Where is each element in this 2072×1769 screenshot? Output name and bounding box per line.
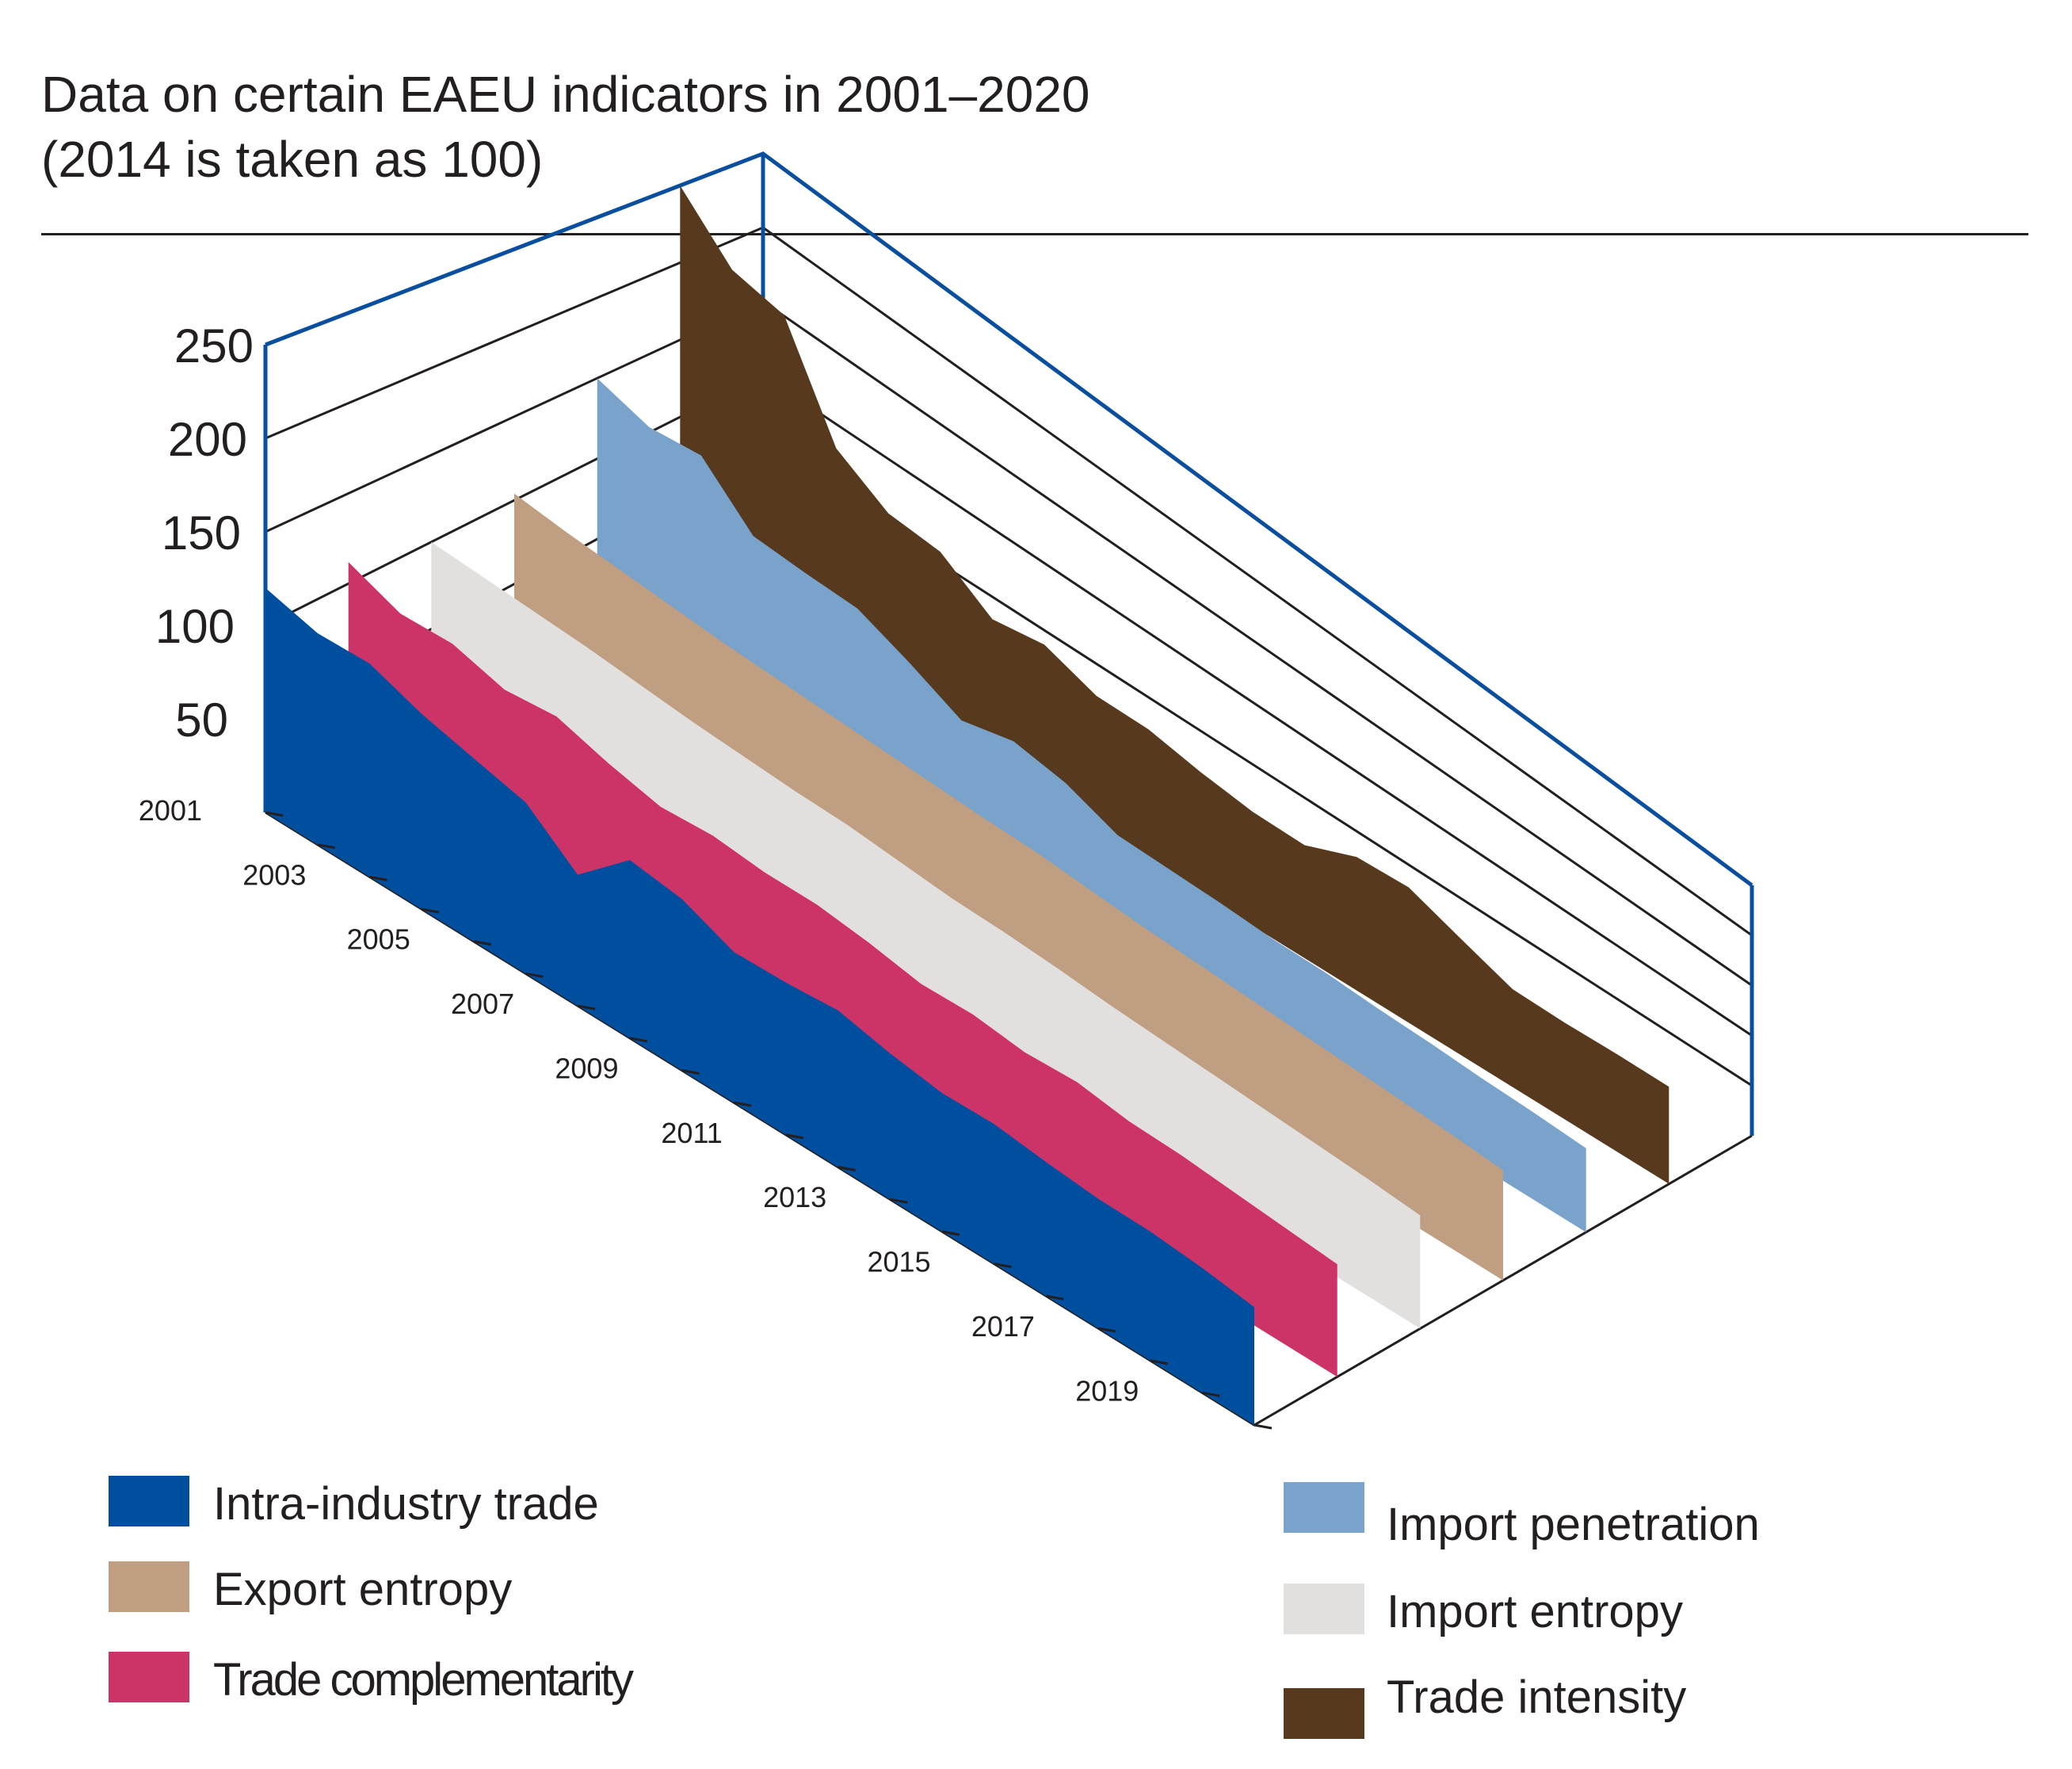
- x-tick-label: 2019: [1075, 1374, 1139, 1407]
- x-tick-mark: [525, 972, 544, 978]
- x-tick-mark: [421, 907, 440, 914]
- title-divider: [41, 233, 2028, 235]
- series-area-intra-industry-trade: [265, 587, 1254, 1425]
- y-tick-label: 200: [168, 413, 247, 466]
- x-tick-mark: [994, 1263, 1012, 1269]
- x-tick-mark: [733, 1101, 752, 1107]
- series-area-trade-intensity: [680, 185, 1669, 1184]
- y-tick-label: 250: [174, 319, 254, 373]
- x-tick-mark: [941, 1230, 960, 1236]
- x-tick-label: 2013: [763, 1181, 826, 1213]
- legend-swatch: [1284, 1584, 1364, 1634]
- legend-swatch: [109, 1652, 189, 1702]
- legend-label: Import entropy: [1387, 1586, 1683, 1637]
- x-tick-label: 2009: [555, 1052, 618, 1084]
- x-tick-mark: [1254, 1423, 1273, 1430]
- x-tick-mark: [629, 1037, 648, 1043]
- legend-label: Import penetration: [1387, 1499, 1760, 1550]
- chart-title-line1: Data on certain EAEU indicators in 2001–…: [41, 66, 1090, 123]
- x-tick-mark: [317, 843, 335, 850]
- y-tick-label: 50: [175, 693, 228, 747]
- legend-swatch: [109, 1561, 189, 1612]
- series-area-import-entropy: [431, 541, 1421, 1329]
- x-tick-mark: [1097, 1327, 1116, 1333]
- x-tick-mark: [889, 1198, 908, 1204]
- chart-title-line2: (2014 is taken as 100): [41, 131, 544, 188]
- y-tick-label: 100: [155, 600, 235, 653]
- legend-label: Trade intensity: [1387, 1672, 1687, 1723]
- x-tick-mark: [577, 1004, 596, 1011]
- x-tick-label: 2005: [347, 923, 410, 956]
- x-tick-label: 2003: [242, 858, 306, 891]
- chart-title: Data on certain EAEU indicators in 2001–…: [41, 62, 1090, 192]
- x-tick-label: 2017: [971, 1310, 1035, 1343]
- legend-swatch: [1284, 1482, 1364, 1533]
- x-tick-label: 2007: [451, 988, 514, 1020]
- x-tick-mark: [265, 811, 284, 817]
- x-tick-mark: [473, 940, 492, 946]
- x-tick-mark: [785, 1133, 804, 1140]
- series-area-export-entropy: [514, 493, 1503, 1281]
- y-tick-label: 150: [162, 506, 241, 560]
- legend-swatch: [1284, 1688, 1364, 1739]
- legend-label: Trade complementarity: [213, 1654, 634, 1706]
- x-tick-mark: [838, 1166, 856, 1172]
- x-tick-mark: [369, 875, 387, 881]
- series-area-import-penetration: [597, 378, 1586, 1232]
- legend-label: Export entropy: [213, 1564, 513, 1615]
- x-tick-mark: [1150, 1359, 1168, 1366]
- legend-label: Intra-industry trade: [213, 1478, 599, 1530]
- x-tick-mark: [681, 1068, 700, 1075]
- x-tick-label: 2015: [867, 1246, 930, 1278]
- x-tick-mark: [1045, 1294, 1064, 1301]
- legend-swatch: [109, 1476, 189, 1526]
- x-tick-mark: [1202, 1391, 1220, 1397]
- x-tick-label: 2011: [661, 1117, 722, 1149]
- x-tick-label: 2001: [139, 794, 202, 827]
- series-area-trade-complementarity: [348, 562, 1337, 1377]
